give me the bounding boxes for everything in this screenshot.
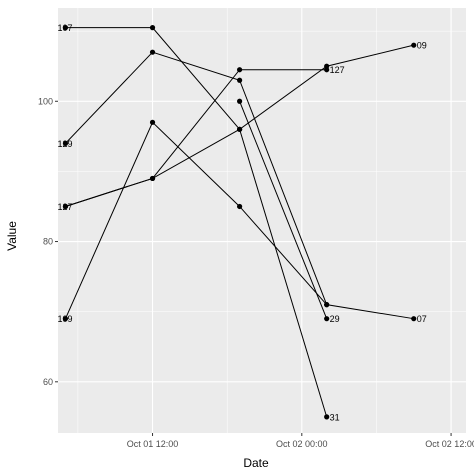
series-line-1 [65, 27, 328, 418]
data-point [237, 126, 243, 132]
data-point [411, 316, 417, 322]
end-point-label: 127 [330, 65, 345, 75]
end-point-label: 09 [417, 41, 427, 51]
start-point-label: 109 [57, 314, 72, 324]
data-point [149, 175, 156, 182]
data-point [149, 119, 156, 125]
data-point [62, 316, 69, 322]
data-point [411, 42, 417, 48]
series-line-4 [65, 121, 328, 319]
data-point [62, 203, 69, 210]
y-tick-label: 80 [43, 237, 53, 247]
plot-panel [58, 8, 466, 433]
end-point-label: 29 [330, 314, 340, 324]
x-tick-label: Oct 02 12:00 [425, 439, 474, 449]
data-point [149, 49, 156, 55]
end-point-label: 07 [417, 314, 427, 324]
start-point-label: 127 [57, 202, 72, 212]
end-point-label: 31 [330, 412, 340, 422]
data-point [237, 77, 243, 83]
data-point [324, 67, 330, 73]
series-line-5 [65, 69, 327, 207]
data-point [237, 203, 243, 210]
data-point [149, 25, 156, 31]
x-tick-label: Oct 02 00:00 [276, 439, 328, 449]
series-line-6 [239, 101, 328, 319]
x-tick-label: Oct 01 12:00 [127, 439, 179, 449]
data-point [62, 25, 69, 31]
start-point-label: 129 [57, 139, 72, 149]
data-point [62, 140, 69, 146]
y-axis-title: Value [5, 221, 19, 251]
data-point [324, 414, 330, 420]
y-tick-label: 60 [43, 377, 53, 387]
data-point [237, 67, 243, 73]
data-point [324, 316, 330, 322]
data-point [237, 98, 243, 104]
data-point [324, 302, 330, 308]
y-tick-label: 100 [38, 96, 53, 106]
start-point-label: 107 [57, 23, 72, 33]
x-axis-title: Date [243, 456, 269, 470]
